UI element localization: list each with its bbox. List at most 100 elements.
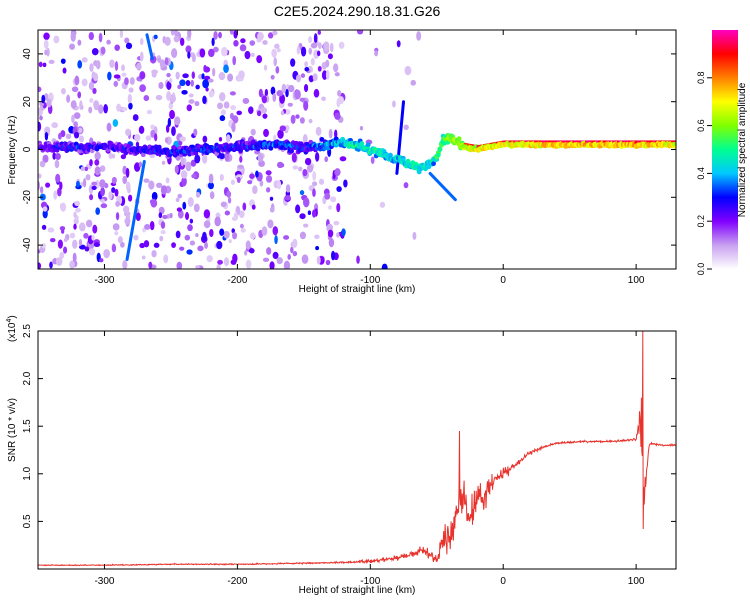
spectrogram-noise-mark xyxy=(73,211,77,218)
spectrogram-noise-mark xyxy=(257,153,264,163)
spectrogram-ridge-mark xyxy=(140,152,146,158)
spectrogram-noise-mark xyxy=(256,110,262,117)
spectrogram-noise-mark xyxy=(274,235,278,245)
spectrogram-noise-mark xyxy=(78,239,83,246)
spectrogram-noise-mark xyxy=(193,128,198,137)
spectrogram-noise-mark xyxy=(269,206,275,213)
spectrogram-noise-mark xyxy=(328,128,333,139)
x-tick-label: -200 xyxy=(227,275,247,286)
spectrogram-ridge-mark xyxy=(359,141,365,146)
spectrogram-noise-mark xyxy=(57,239,63,249)
spectrogram-noise-mark xyxy=(338,96,345,105)
spectrogram-noise-mark xyxy=(85,219,93,228)
x-tick-label: 0 xyxy=(500,576,506,587)
spectrogram-noise-mark xyxy=(159,235,164,242)
spectrogram-noise-mark xyxy=(153,34,158,40)
snr-y-multiplier-close: ) xyxy=(7,315,18,318)
spectrogram-noise-mark xyxy=(269,261,275,269)
spectrogram-x-label: Height of straight line (km) xyxy=(299,284,416,295)
spectrogram-noise-mark xyxy=(114,44,120,51)
spectrogram-noise-mark xyxy=(148,261,153,269)
spectrogram-noise-mark xyxy=(304,66,310,72)
y-tick-label: 1.5 xyxy=(22,419,33,433)
spectrogram-noise-mark xyxy=(120,154,127,160)
spectrogram-noise-mark xyxy=(179,136,186,142)
spectrogram-noise-mark xyxy=(283,260,291,269)
spectrogram-noise-mark xyxy=(127,194,133,202)
spectrogram-noise-mark xyxy=(122,259,128,269)
spectrogram-ridge-mark xyxy=(156,144,162,150)
spectrogram-noise-mark xyxy=(133,234,139,241)
spectrogram-noise-mark xyxy=(216,264,221,269)
spectrogram-noise-mark xyxy=(248,106,254,114)
spectrogram-noise-mark xyxy=(224,210,231,216)
spectrogram-noise-mark xyxy=(336,202,341,213)
spectrogram-noise-mark xyxy=(155,94,163,101)
spectrogram-noise-mark xyxy=(203,64,207,73)
spectrogram-noise-mark xyxy=(233,212,239,221)
spectrogram-noise-mark xyxy=(204,241,208,249)
spectrogram-noise-mark xyxy=(125,42,133,50)
spectrogram-noise-mark xyxy=(74,75,80,86)
spectrogram-noise-mark xyxy=(209,228,214,238)
colorbar-swatch xyxy=(712,30,738,269)
spectrogram-noise-mark xyxy=(108,152,113,160)
spectrogram-noise-mark xyxy=(219,174,224,181)
spectrogram-noise-mark xyxy=(333,220,340,226)
spectrogram-noise-mark xyxy=(316,256,321,265)
spectrogram-noise-mark xyxy=(224,151,230,162)
spectrogram-noise-mark xyxy=(229,91,236,96)
spectrogram-noise-mark xyxy=(85,174,91,181)
spectrogram-noise-mark xyxy=(265,175,273,183)
spectrogram-noise-mark xyxy=(250,52,255,58)
spectrogram-noise-mark xyxy=(165,124,170,133)
spectrogram-noise-mark xyxy=(416,31,422,41)
spectrogram-noise-mark xyxy=(95,179,100,189)
spectrogram-noise-mark xyxy=(186,104,192,112)
spectrogram-noise-mark xyxy=(173,30,179,37)
snr-y-multiplier-exp: 4 xyxy=(6,319,13,323)
spectrogram-noise-mark xyxy=(95,207,101,215)
spectrogram-noise-mark xyxy=(174,165,179,174)
spectrogram-noise-mark xyxy=(274,43,280,49)
spectrogram-noise-mark xyxy=(59,181,63,191)
spectrogram-noise-mark xyxy=(217,259,224,265)
spectrogram-noise-mark xyxy=(164,137,169,144)
spectrogram-noise-mark xyxy=(404,65,412,76)
spectrogram-noise-mark xyxy=(238,210,245,219)
spectrogram-noise-mark xyxy=(315,126,322,136)
spectrogram-ridge-mark xyxy=(365,142,371,148)
spectrogram-noise-mark xyxy=(255,170,259,178)
spectrogram-noise-mark xyxy=(291,152,297,163)
spectrogram-noise-mark xyxy=(191,71,196,79)
spectrogram-noise-mark xyxy=(81,78,88,87)
spectrogram-noise-mark xyxy=(292,251,298,257)
spectrogram-noise-mark xyxy=(181,176,187,187)
x-tick-label: -300 xyxy=(94,275,114,286)
spectrogram-noise-mark xyxy=(38,121,42,132)
spectrogram-noise-mark xyxy=(359,126,364,131)
spectrogram-noise-mark xyxy=(116,103,122,112)
spectrogram-noise-mark xyxy=(55,153,61,161)
spectrogram-noise-mark xyxy=(170,30,175,36)
snr-y-ticks: 0.5 1.0 1.5 2.0 2.5 xyxy=(22,324,676,528)
spectrogram-carrier-mark xyxy=(591,140,594,145)
y-tick-label: 0 xyxy=(22,146,33,152)
spectrogram-noise-mark xyxy=(308,118,313,124)
spectrogram-noise-mark xyxy=(73,218,79,225)
spectrogram-noise-mark xyxy=(111,244,117,253)
snr-panel: -300 -200 -100 0 100 0.5 1.0 1.5 2.0 2.5 Height … xyxy=(6,315,677,596)
spectrogram-noise-mark xyxy=(145,135,152,141)
spectrogram-noise-mark xyxy=(88,106,93,114)
spectrogram-noise-mark xyxy=(339,156,347,162)
spectrogram-noise-mark xyxy=(157,57,162,63)
spectrogram-noise-mark xyxy=(195,265,200,269)
spectrogram-noise-mark xyxy=(179,246,185,251)
y-tick-label: 0.5 xyxy=(22,514,33,528)
spectrogram-noise-mark xyxy=(99,258,104,263)
spectrogram-noise-mark xyxy=(300,46,307,57)
spectrogram-noise-mark xyxy=(188,99,195,104)
spectrogram-noise-mark xyxy=(45,182,51,188)
spectrogram-noise-mark xyxy=(175,71,180,80)
